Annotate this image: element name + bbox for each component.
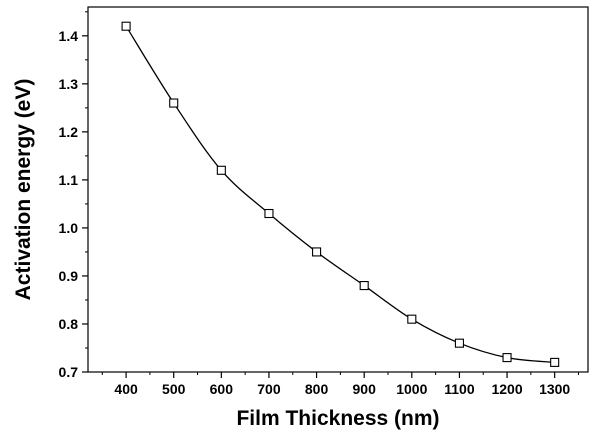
data-point xyxy=(359,281,369,291)
y-tick-label: 1.2 xyxy=(59,124,79,140)
data-point xyxy=(264,208,274,219)
y-tick-label: 1.1 xyxy=(59,172,79,188)
x-tick-label: 1000 xyxy=(396,381,427,397)
x-tick-label: 1200 xyxy=(491,381,522,397)
data-point xyxy=(121,21,131,31)
x-tick-label: 1100 xyxy=(444,381,475,397)
plot-border xyxy=(87,6,589,373)
plot-frame xyxy=(87,6,589,373)
x-tick-label: 1300 xyxy=(539,381,570,397)
x-tick-label: 700 xyxy=(257,381,281,397)
y-tick-label: 1.3 xyxy=(59,76,79,92)
x-axis: 400 500 600 700 800 900 1000 1100 1200 1300 xyxy=(101,372,579,397)
data-point xyxy=(216,165,226,175)
series-layer xyxy=(121,21,560,367)
x-tick-label: 400 xyxy=(114,381,138,397)
x-axis-title: Film Thickness (nm) xyxy=(236,407,439,430)
data-point xyxy=(312,247,322,257)
y-tick-label: 1.4 xyxy=(59,28,79,44)
y-axis: 0.7 0.8 0.9 1.0 1.1 1.2 1.3 1.4 xyxy=(59,11,88,380)
x-tick-label: 900 xyxy=(353,381,377,397)
data-point xyxy=(550,357,560,367)
x-tick-label: 600 xyxy=(210,381,234,397)
y-tick-label: 0.9 xyxy=(59,268,79,284)
y-tick-label: 0.8 xyxy=(59,316,79,332)
data-point xyxy=(407,314,417,324)
data-point xyxy=(502,353,512,363)
data-point xyxy=(169,98,179,108)
series-line xyxy=(125,25,555,364)
y-tick-label: 1.0 xyxy=(59,220,79,236)
x-tick-label: 800 xyxy=(305,381,329,397)
y-axis-title: Activation energy (eV) xyxy=(12,79,35,301)
y-tick-label: 0.7 xyxy=(59,364,79,380)
data-point xyxy=(454,338,464,348)
x-tick-label: 500 xyxy=(162,381,186,397)
